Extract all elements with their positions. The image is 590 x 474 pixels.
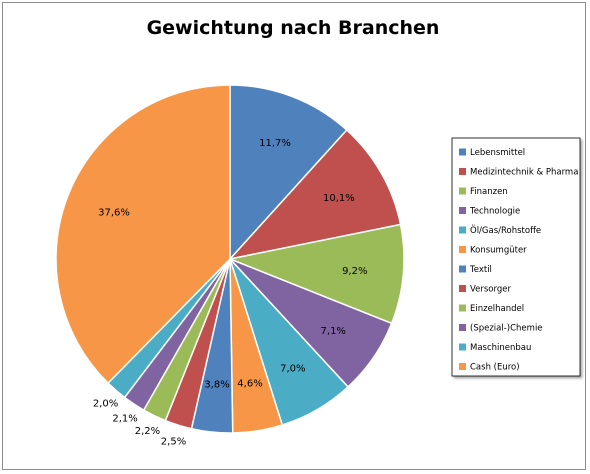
legend-label-konsumgueter: Konsumgüter	[470, 246, 527, 256]
legend-label-lebensmittel: Lebensmittel	[470, 148, 525, 158]
data-label-versorger: 2,5%	[161, 436, 186, 447]
data-labels: 11,7% 10,1% 9,2% 7,1% 7,0% 4,6% 3,8% 2,5%2,2% 2,…	[93, 138, 368, 447]
data-label-maschinenbau: 2,0%	[93, 399, 118, 410]
legend-label-medizintechnik-pharma: Medizintechnik & Pharma	[470, 168, 578, 178]
legend-swatch-finanzen	[459, 187, 466, 195]
legend-label-spezial-chemie: (Spezial-)Chemie	[470, 324, 543, 334]
chart-area: Gewichtung nach Branchen 11,7% 10,1% 9,2% 7…	[2, 2, 586, 470]
pie-slice-cash-euro	[55, 84, 231, 384]
data-label-spezial-chemie: 2,1%	[112, 413, 137, 424]
pie-slice-lebensmittel	[229, 84, 348, 260]
legend-label-oel-gas-rohstoffe: Öl/Gas/Rohstoffe	[470, 225, 541, 236]
data-label-cash-euro: 37,6%	[98, 208, 130, 219]
pie-slices	[55, 84, 405, 434]
legend-swatch-einzelhandel	[459, 304, 466, 312]
chart-title: Gewichtung nach Branchen	[147, 17, 440, 39]
legend-swatch-cash-euro	[459, 363, 466, 370]
data-label-oel-gas-rohstoffe: 7,0%	[280, 363, 305, 374]
legend-swatch-medizintechnik-pharma	[459, 168, 466, 175]
pie-slice-medizintechnik-pharma	[229, 129, 402, 260]
data-label-technologie: 7,1%	[321, 326, 346, 337]
legend-swatch-konsumgueter	[459, 246, 466, 253]
legend: Lebensmittel Medizintechnik & Pharma Finan…	[451, 137, 581, 377]
legend-swatch-spezial-chemie	[459, 324, 466, 331]
data-label-lebensmittel: 11,7%	[259, 138, 291, 149]
legend-swatch-oel-gas-rohstoffe	[459, 226, 466, 234]
legend-label-versorger: Versorger	[470, 285, 511, 295]
legend-swatch-technologie	[459, 207, 466, 214]
data-label-textil: 3,8%	[204, 380, 229, 391]
legend-label-cash-euro: Cash (Euro)	[470, 363, 520, 373]
legend-label-finanzen: Finanzen	[470, 187, 508, 197]
legend-label-einzelhandel: Einzelhandel	[470, 304, 524, 314]
legend-swatch-textil	[459, 265, 466, 273]
pie-chart: Gewichtung nach Branchen 11,7% 10,1% 9,2% 7…	[55, 17, 581, 447]
legend-swatch-versorger	[459, 285, 466, 292]
legend-swatch-lebensmittel	[459, 148, 466, 156]
data-label-finanzen: 9,2%	[342, 266, 367, 277]
data-label-konsumgueter: 4,6%	[237, 379, 262, 390]
legend-box	[451, 137, 581, 377]
data-label-einzelhandel: 2,2%	[135, 426, 160, 437]
legend-label-maschinenbau: Maschinenbau	[470, 343, 531, 353]
legend-swatch-maschinenbau	[459, 343, 466, 351]
legend-label-technologie: Technologie	[469, 207, 520, 217]
pie-slice-finanzen	[229, 223, 405, 325]
data-label-medizintechnik-pharma: 10,1%	[323, 193, 355, 204]
legend-label-textil: Textil	[469, 265, 492, 275]
